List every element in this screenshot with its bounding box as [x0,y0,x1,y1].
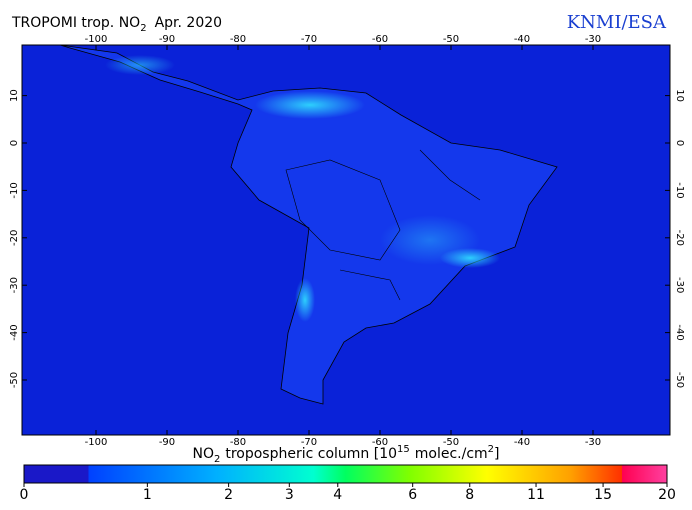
lon-tick-label: -70 [301,437,317,448]
lon-tick-label: -80 [230,34,246,45]
colorbar-tick-label: 6 [408,487,417,503]
lat-tick-label: 0 [9,140,20,146]
lat-tick-label: 10 [9,89,20,102]
colorbar-tick-label: 3 [285,487,294,503]
colorbar-tick-label: 4 [333,487,342,503]
lat-tick-label: -10 [674,182,685,198]
lon-tick-label: -100 [85,437,108,448]
lon-tick-label: -100 [85,34,108,45]
lon-tick-label: -60 [372,437,388,448]
lat-tick-label: -20 [9,230,20,246]
land [59,44,558,405]
lat-tick-label: -10 [9,182,20,198]
hotspot [255,91,365,119]
lon-tick-label: -60 [372,34,388,45]
lon-tick-label: -30 [585,34,601,45]
lat-tick-label: -50 [9,372,20,388]
lat-tick-label: -30 [9,277,20,293]
credit: KNMI/ESA [567,12,667,33]
map-area [21,44,671,436]
colorbar-tick-label: 8 [465,487,474,503]
lon-tick-label: -40 [514,34,530,45]
lat-tick-label: -20 [674,230,685,246]
lon-tick-label: -80 [230,437,246,448]
colorbar-tick-label: 0 [20,487,29,503]
lon-tick-label: -90 [159,437,175,448]
colorbar-tick-label: 15 [594,487,612,503]
lon-tick-label: -90 [159,34,175,45]
lat-tick-label: 10 [674,89,685,102]
colorbar [23,464,668,484]
lon-tick-label: -50 [443,34,459,45]
borders [285,149,481,301]
hotspot [105,55,175,75]
colorbar-tick-label: 2 [224,487,233,503]
colorbar-tick-label: 20 [658,487,676,503]
colorbar-tick-label: 11 [527,487,545,503]
lat-tick-label: -50 [674,372,685,388]
lon-tick-label: -70 [301,34,317,45]
colorbar-tick-label: 1 [143,487,152,503]
hotspot [295,278,315,322]
lat-tick-label: 0 [674,140,685,146]
lat-tick-label: -30 [674,277,685,293]
hotspot [380,215,480,265]
lon-tick-label: -50 [443,437,459,448]
lon-tick-label: -40 [514,437,530,448]
map-title: TROPOMI trop. NO2 Apr. 2020 [11,15,222,34]
lat-tick-label: -40 [674,324,685,340]
colorbar-label: NO2 tropospheric column [1015 molec./cm2] [192,444,499,465]
lat-tick-label: -40 [9,324,20,340]
lon-tick-label: -30 [585,437,601,448]
